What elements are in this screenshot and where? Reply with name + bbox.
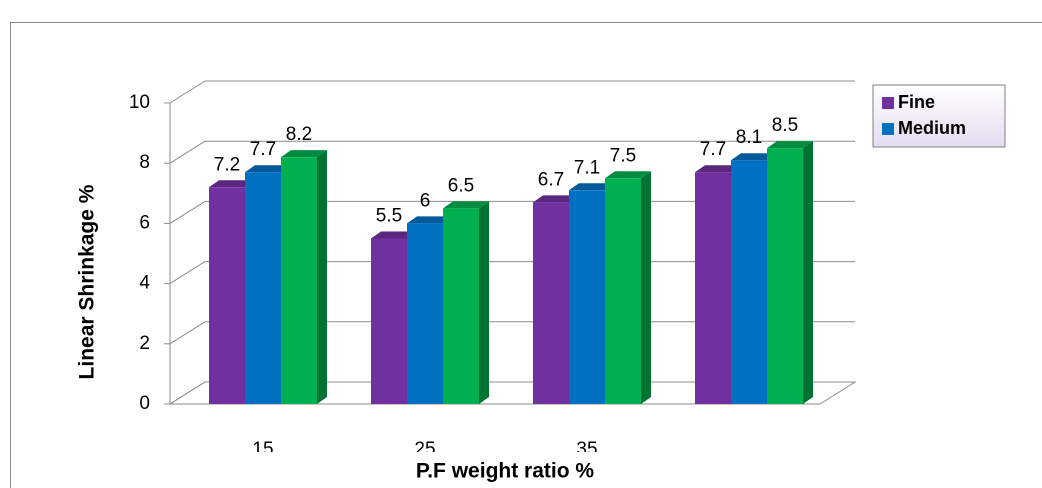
legend-text: Medium xyxy=(898,118,966,138)
bar xyxy=(281,157,317,404)
value-label: 7.1 xyxy=(574,157,600,178)
y-tick-label: 10 xyxy=(129,92,150,113)
y-tick-label: 6 xyxy=(139,212,150,233)
legend-text: Fine xyxy=(898,92,935,112)
value-label: 7.5 xyxy=(610,145,636,166)
y-tick-label: 2 xyxy=(139,333,150,354)
bar-top xyxy=(767,141,813,149)
bar-top xyxy=(245,165,291,173)
y-tick-label: 0 xyxy=(139,393,150,414)
legend-box xyxy=(872,84,1006,148)
bar xyxy=(371,238,407,404)
value-label: 7.7 xyxy=(250,139,276,160)
value-label: 6.7 xyxy=(538,169,564,190)
bar-top xyxy=(443,201,489,209)
bar-top xyxy=(209,180,255,188)
legend-swatch xyxy=(882,123,894,135)
value-label: 6 xyxy=(420,190,431,211)
bar xyxy=(245,172,281,404)
value-label: 7.7 xyxy=(700,139,726,160)
bar-side xyxy=(803,141,813,404)
y-tick-label: 8 xyxy=(139,152,150,173)
bar xyxy=(533,202,569,404)
grid-line xyxy=(169,80,206,104)
x-tick-label: 15 xyxy=(252,439,273,460)
grid-line xyxy=(169,261,206,285)
bar-top xyxy=(533,195,579,203)
bar xyxy=(767,148,803,404)
value-label: 6.5 xyxy=(448,175,474,196)
bar-top xyxy=(569,183,615,191)
value-label: 8.2 xyxy=(286,124,312,145)
bar-top xyxy=(371,231,417,239)
grid-line xyxy=(169,140,206,164)
grid-line xyxy=(169,381,206,405)
chart-frame xyxy=(10,22,1042,488)
bar xyxy=(209,187,245,404)
bar-side xyxy=(479,201,489,404)
bar-side xyxy=(641,171,651,404)
bar-top xyxy=(407,216,453,224)
value-label: 7.2 xyxy=(214,154,240,175)
bar xyxy=(569,190,605,404)
bar xyxy=(407,223,443,404)
bar-side xyxy=(317,150,327,404)
bar-top xyxy=(731,153,777,161)
bar-top xyxy=(605,171,651,179)
y-tick-label: 4 xyxy=(139,273,150,294)
bar xyxy=(731,160,767,404)
legend-swatch xyxy=(882,97,894,109)
bar xyxy=(695,172,731,404)
grid-line xyxy=(169,321,206,345)
x-tick-label: 25 xyxy=(414,439,435,460)
bar xyxy=(605,178,641,404)
grid-line xyxy=(169,200,206,224)
bar xyxy=(443,208,479,404)
x-tick-label: 35 xyxy=(576,439,597,460)
y-axis-title: Linear Shrinkage % xyxy=(76,184,99,379)
bar-top xyxy=(695,165,741,173)
value-label: 8.5 xyxy=(772,115,798,136)
value-label: 5.5 xyxy=(376,205,402,226)
x-axis-title: P.F weight ratio % xyxy=(416,460,594,483)
value-label: 8.1 xyxy=(736,127,762,148)
x-tick-labels: 15 25 35 xyxy=(252,439,597,460)
bar-top xyxy=(281,150,327,158)
